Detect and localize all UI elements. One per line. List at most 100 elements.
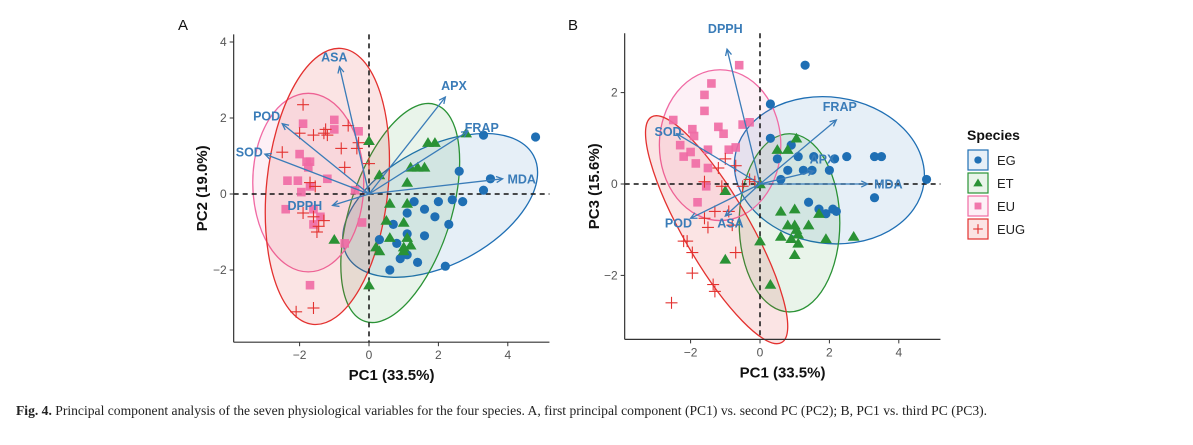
point-eg — [803, 197, 814, 207]
legend-title: Species — [967, 127, 1020, 143]
legend-symbol-eg — [974, 156, 982, 164]
point-et — [774, 230, 787, 241]
point-eg — [876, 151, 887, 162]
y-tick-label: 0 — [611, 177, 618, 191]
point-eug — [715, 180, 728, 193]
y-tick-label: 4 — [220, 35, 227, 49]
point-eug — [363, 157, 375, 170]
point-eu — [688, 124, 697, 134]
point-eug — [707, 278, 720, 291]
point-eu — [357, 218, 367, 227]
loading-arrow-asa — [724, 183, 761, 217]
point-et — [397, 216, 410, 227]
ellipse-eug — [264, 47, 391, 326]
point-eg — [772, 154, 782, 164]
panel-letter: B — [568, 17, 578, 34]
point-eu — [323, 174, 332, 184]
point-eg — [447, 195, 457, 205]
point-eu — [298, 119, 308, 128]
point-eug — [681, 235, 694, 248]
point-et — [788, 249, 801, 260]
point-et — [383, 197, 396, 208]
x-axis-title: PC1 (33.5%) — [349, 367, 435, 384]
point-eg — [444, 219, 454, 229]
legend-symbol-eug — [973, 224, 983, 234]
point-eg — [454, 166, 464, 176]
point-et — [788, 203, 801, 214]
point-eug — [665, 296, 678, 309]
loading-label-apx: APX — [810, 152, 836, 166]
point-eg — [831, 206, 841, 217]
point-eu — [734, 60, 744, 70]
point-eug — [297, 98, 310, 111]
point-eg — [395, 254, 405, 264]
arrowhead-sod — [675, 132, 684, 140]
loading-arrow-apx — [759, 170, 814, 185]
point-eug — [708, 205, 721, 218]
point-eu — [297, 187, 306, 197]
loading-arrow-mda — [368, 178, 503, 195]
point-et — [429, 137, 441, 147]
point-et — [719, 253, 732, 264]
y-tick-label: −2 — [604, 268, 618, 282]
point-eg — [430, 212, 440, 222]
point-eug — [307, 302, 320, 314]
point-et — [754, 235, 766, 246]
point-eug — [698, 175, 711, 188]
point-eg — [921, 174, 932, 185]
point-et — [790, 132, 803, 143]
point-eg — [824, 165, 835, 175]
loading-label-pod: POD — [253, 110, 280, 124]
point-eg — [783, 165, 793, 175]
legend-symbol-et — [973, 178, 983, 187]
point-eu — [330, 125, 339, 134]
x-tick-label: −2 — [293, 348, 307, 362]
y-axis-title: PC2 (19.0%) — [194, 145, 211, 231]
point-et — [785, 233, 798, 244]
arrowhead-dpph — [724, 47, 732, 57]
point-eg — [842, 151, 852, 162]
point-eug — [736, 180, 749, 193]
legend-item-eu: EU — [967, 195, 1015, 217]
x-tick-label: 0 — [757, 345, 764, 359]
legend: Species EG ET EU EUG — [967, 127, 1025, 240]
point-et — [781, 144, 794, 154]
point-eu — [305, 157, 315, 166]
panel-a: A ASA APX FRAP MDA POD SOD DPPH −2 0 2 4 −2 0 2 4 PC1 (3… — [178, 17, 550, 384]
point-eu — [731, 143, 741, 152]
arrowhead-apx — [438, 95, 447, 105]
point-eug — [686, 267, 699, 280]
point-eu — [350, 185, 360, 195]
legend-symbol-eu — [974, 202, 982, 210]
point-eu — [679, 152, 688, 161]
point-eu — [316, 212, 325, 222]
point-et — [401, 232, 414, 242]
point-eu — [293, 176, 303, 185]
point-et — [774, 205, 787, 216]
caption-label: Fig. 4. — [16, 403, 52, 418]
point-et — [373, 245, 386, 256]
loading-arrow-sod — [676, 133, 761, 185]
point-eg — [800, 60, 810, 70]
x-tick-label: 4 — [895, 345, 902, 359]
point-et — [847, 230, 860, 241]
legend-label: EU — [997, 199, 1015, 214]
point-eug — [307, 210, 320, 223]
point-eug — [726, 219, 739, 232]
point-eg — [809, 151, 819, 162]
x-axis-title: PC1 (33.5%) — [740, 364, 826, 381]
caption-text: Principal component analysis of the seve… — [51, 403, 988, 418]
loading-label-dpph: DPPH — [287, 199, 322, 213]
loading-label-mda: MDA — [874, 178, 902, 192]
loading-label-sod: SOD — [654, 125, 681, 139]
legend-label: EG — [997, 153, 1016, 168]
point-eu — [281, 204, 291, 214]
point-eg — [419, 231, 430, 241]
y-tick-label: 0 — [220, 187, 227, 201]
point-eu — [675, 140, 685, 150]
loading-arrow-pod — [281, 123, 370, 195]
loading-arrow-dpph — [726, 49, 761, 185]
point-et — [820, 233, 832, 244]
point-eu — [354, 127, 363, 136]
point-eu — [691, 159, 701, 168]
